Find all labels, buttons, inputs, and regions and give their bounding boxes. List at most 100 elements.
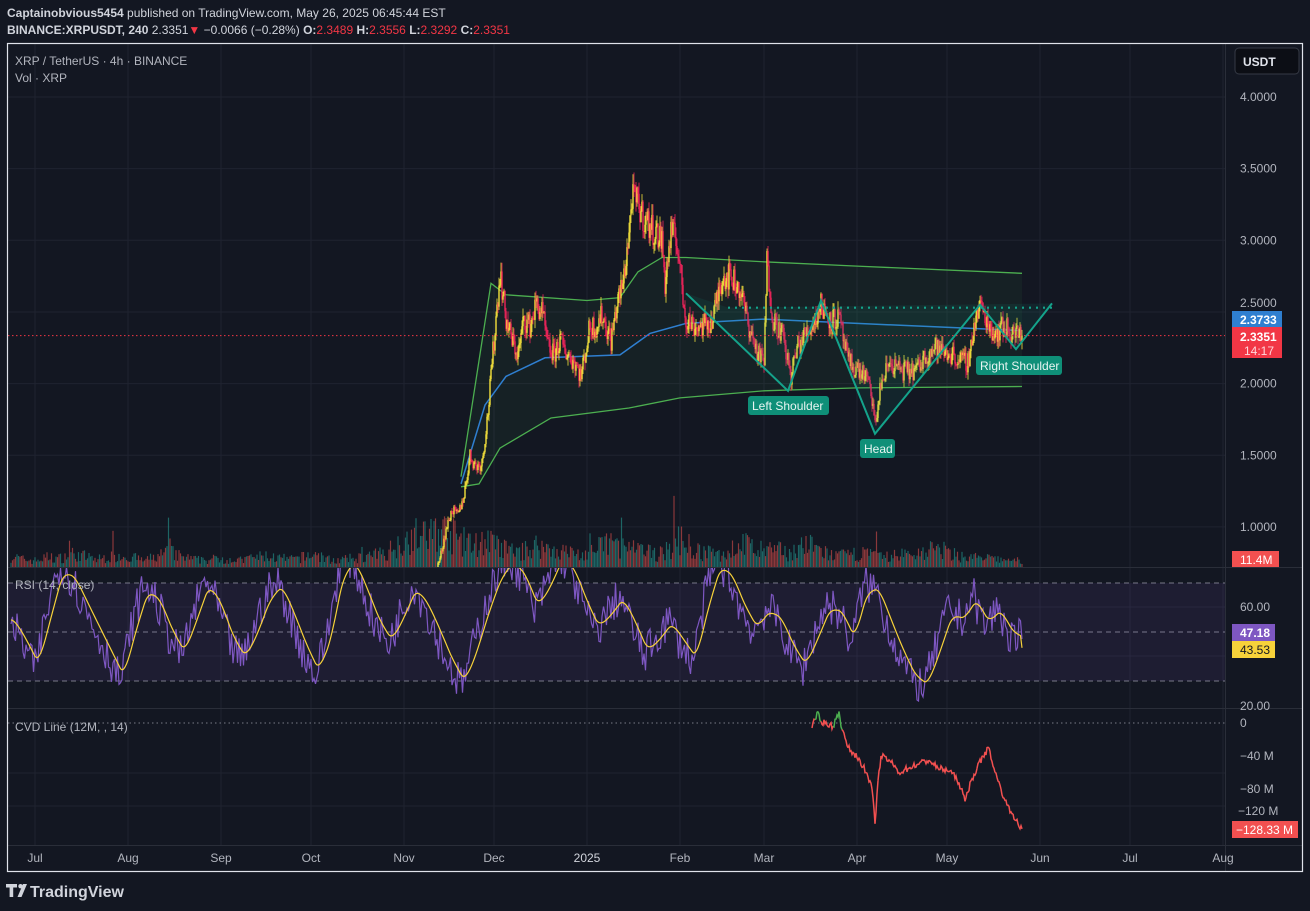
candle-body: [449, 520, 451, 521]
candle-body: [628, 232, 630, 248]
volume-bar: [640, 544, 642, 567]
currency-button[interactable]: USDT: [1234, 47, 1300, 75]
volume-bar: [112, 530, 114, 567]
volume-bar: [685, 547, 687, 567]
author-name[interactable]: Captainobvious5454: [7, 6, 124, 20]
candle-body: [579, 368, 581, 381]
candle-body: [533, 318, 535, 320]
candle-body: [946, 350, 948, 360]
volume-bar: [401, 555, 404, 567]
tradingview-logo[interactable]: TradingView: [6, 884, 125, 901]
candle-body: [613, 319, 615, 331]
candle-body: [1014, 332, 1016, 338]
volume-bar: [497, 539, 500, 567]
cvd-legend[interactable]: CVD Line (12M, , 14): [15, 720, 128, 734]
candle-body: [844, 340, 846, 351]
candle-body: [664, 267, 666, 294]
volume-bar: [145, 558, 147, 567]
volume-bar: [149, 553, 152, 567]
volume-bar: [478, 550, 480, 567]
candle-body: [586, 348, 588, 353]
candle-body: [925, 358, 927, 364]
volume-bar: [961, 551, 963, 567]
candle-body: [501, 271, 503, 300]
volume-bar: [857, 561, 860, 567]
volume-bar: [776, 545, 779, 567]
volume-bar: [502, 558, 504, 567]
volume-bar: [50, 553, 53, 567]
volume-bar: [260, 555, 263, 567]
candle-body: [610, 334, 612, 351]
candle-body: [761, 350, 763, 354]
candle-body: [991, 329, 993, 341]
volume-bar: [700, 559, 702, 567]
candle-body: [592, 317, 594, 337]
main-legend[interactable]: XRP / TetherUS · 4h · BINANCE: [15, 54, 187, 68]
volume-bar: [910, 555, 912, 567]
volume-bar: [143, 560, 146, 567]
volume-bar: [230, 562, 233, 567]
candle-body: [529, 314, 531, 338]
candle-body: [721, 285, 723, 295]
volume-bar: [812, 551, 815, 567]
volume-bar: [851, 554, 854, 567]
cvd-segment: [832, 711, 840, 729]
volume-bar: [337, 558, 339, 567]
candle-body: [492, 341, 494, 364]
price-axis[interactable]: 4.0000 3.5000 3.0000 2.5000 2.0000 1.5000 1.00…: [1240, 90, 1277, 534]
rsi-legend[interactable]: RSI (14, close): [15, 578, 94, 592]
candle-body: [779, 322, 781, 341]
head-label[interactable]: Head: [860, 439, 895, 458]
volume-bar: [761, 551, 764, 567]
volume-bar: [907, 550, 909, 567]
volume-bar: [793, 544, 795, 567]
head-and-shoulders-pattern[interactable]: [685, 292, 1053, 436]
candle-body: [601, 306, 603, 323]
candle-body: [806, 327, 808, 337]
volume-bar: [698, 544, 701, 567]
volume-bar: [545, 543, 548, 567]
volume-bar: [241, 558, 243, 567]
candle-body: [551, 354, 553, 361]
candle-body: [645, 215, 647, 225]
candle-body: [830, 312, 832, 331]
candle-body: [915, 364, 917, 369]
volume-bar: [968, 556, 971, 567]
candle-body: [834, 309, 836, 329]
cvd-segment: [1012, 813, 1020, 828]
volume-bar: [880, 552, 882, 567]
candle-body: [587, 342, 589, 349]
volume-bar: [124, 557, 126, 567]
volume-bar: [202, 557, 204, 567]
pattern-line: [685, 292, 1053, 436]
candle-body: [524, 316, 526, 330]
volume-legend[interactable]: Vol · XRP: [15, 71, 67, 85]
volume-bar: [518, 547, 521, 567]
volume-bar: [848, 555, 851, 567]
time-axis[interactable]: Jul Aug Sep Oct Nov Dec 2025 Feb Mar Apr May Jun Jul…: [27, 851, 1233, 865]
candle-body: [813, 321, 815, 325]
candle-body: [578, 368, 580, 381]
volume-bar: [28, 560, 30, 567]
close-value: 2.3351: [473, 23, 510, 37]
candle-body: [639, 209, 641, 223]
volume-bar: [121, 559, 123, 567]
right-shoulder-label[interactable]: Right Shoulder: [976, 356, 1062, 375]
volume-bar: [253, 556, 255, 567]
candle-body: [810, 329, 812, 335]
volume-bar: [25, 560, 27, 567]
volume-bar: [64, 553, 66, 567]
price-tick: 4.0000: [1240, 90, 1277, 104]
left-shoulder-label[interactable]: Left Shoulder: [748, 396, 829, 415]
volume-bar: [617, 540, 620, 567]
volume-bar: [251, 557, 254, 567]
candle-body: [800, 339, 802, 354]
cvd-segment: [988, 747, 996, 773]
candle-body: [967, 353, 969, 373]
volume-bar: [182, 556, 185, 567]
volume-bar: [503, 539, 506, 567]
candle-body: [892, 366, 894, 375]
volume-bar: [365, 554, 368, 567]
volume-bar: [980, 557, 983, 567]
